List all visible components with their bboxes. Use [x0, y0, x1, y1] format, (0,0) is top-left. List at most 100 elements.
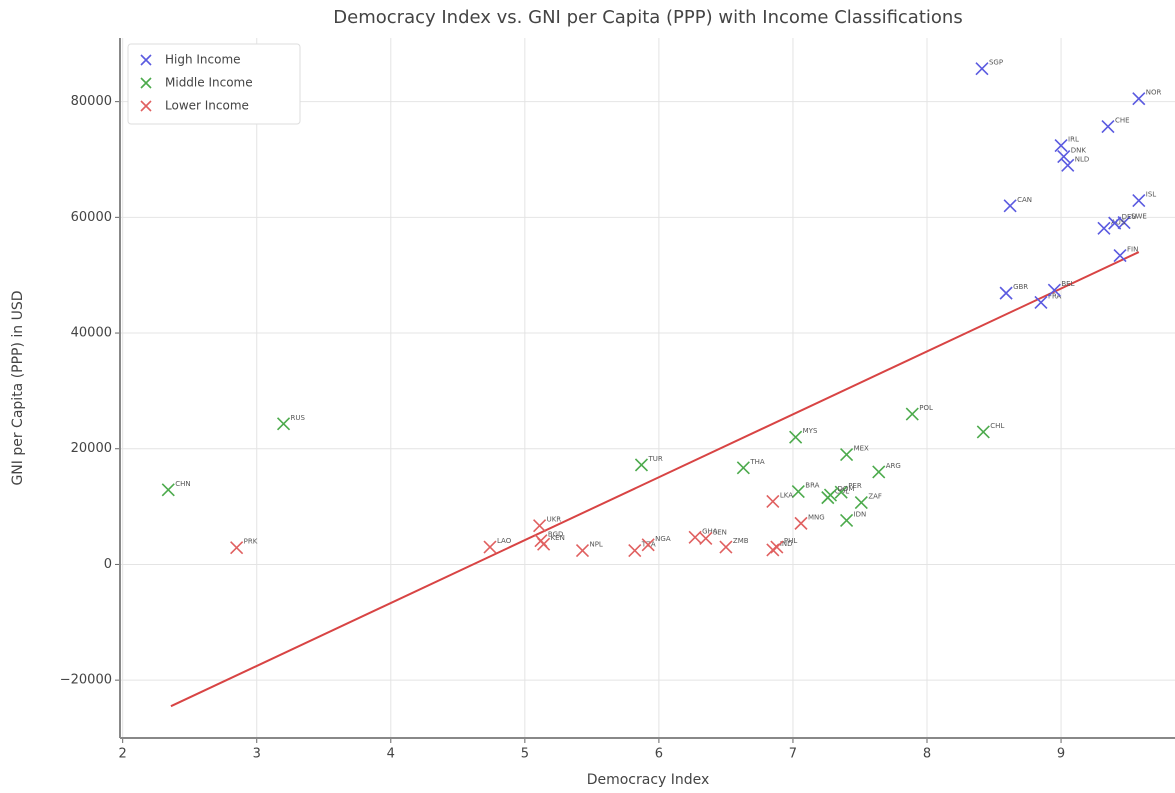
point: [161, 483, 175, 497]
point-label: DEU: [1122, 213, 1137, 221]
point: [628, 543, 642, 558]
point-label: LKA: [780, 491, 793, 499]
point: [791, 484, 805, 499]
point-label: PER: [848, 482, 862, 490]
legend-marker: [140, 54, 152, 66]
point: [1132, 92, 1146, 106]
point-label: NOR: [1146, 89, 1162, 97]
point-label: LAO: [497, 537, 512, 545]
x-tick-label: 6: [655, 747, 663, 762]
point-label: UKR: [547, 516, 562, 524]
legend-label: High Income: [165, 53, 241, 67]
legend-label: Lower Income: [165, 99, 249, 113]
point: [976, 425, 990, 439]
point: [1101, 119, 1115, 134]
y-tick-label: 0: [104, 557, 112, 572]
point-label: RUS: [291, 414, 306, 422]
point: [641, 538, 655, 552]
point: [1132, 193, 1146, 208]
point-label: GBR: [1013, 283, 1028, 291]
point: [854, 495, 868, 510]
x-axis-label: Democracy Index: [587, 772, 710, 788]
point: [688, 530, 702, 544]
point-label: FIN: [1127, 246, 1138, 254]
point-label: BEL: [1061, 280, 1074, 288]
point: [699, 531, 713, 545]
point-label: CHN: [175, 480, 190, 488]
point-label: ZAF: [868, 493, 882, 501]
point-label: MEX: [854, 445, 869, 453]
point-label: IRL: [1068, 136, 1079, 144]
point-label: NGA: [655, 535, 671, 543]
point: [1057, 150, 1071, 164]
point-label: BGD: [548, 531, 564, 539]
point-label: DOM: [837, 485, 854, 493]
point: [766, 494, 780, 508]
point: [1108, 216, 1122, 230]
point-label: SEN: [713, 528, 727, 536]
point-label: ARG: [886, 462, 901, 470]
x-tick-label: 7: [789, 747, 797, 762]
point-label: PRK: [244, 538, 258, 546]
point-label: POL: [919, 404, 933, 412]
point-label: GHA: [702, 527, 718, 535]
chart-title: Democracy Index vs. GNI per Capita (PPP)…: [333, 7, 962, 28]
x-tick-label: 5: [521, 747, 529, 762]
point: [483, 540, 497, 554]
point: [1061, 158, 1075, 172]
y-tick-label: 20000: [71, 441, 112, 456]
x-tick-label: 3: [253, 747, 261, 762]
point: [840, 513, 854, 528]
legend-marker: [140, 77, 152, 89]
point: [834, 485, 848, 499]
point-label: SGP: [989, 59, 1003, 67]
point: [840, 447, 854, 462]
point: [1003, 199, 1017, 213]
point-label: THA: [749, 458, 765, 466]
y-tick-label: −20000: [60, 673, 112, 688]
point: [823, 488, 838, 502]
x-tick-label: 4: [387, 747, 395, 762]
point: [230, 541, 244, 555]
point-label: MYS: [803, 427, 818, 435]
x-tick-label: 9: [1057, 747, 1065, 762]
point: [1113, 248, 1127, 263]
point: [789, 430, 803, 444]
x-tick-label: 8: [923, 747, 931, 762]
point-label: MNG: [808, 513, 825, 521]
point: [533, 519, 547, 533]
legend-label: Middle Income: [165, 76, 253, 90]
point: [736, 461, 750, 475]
point: [1097, 221, 1111, 235]
point: [634, 458, 649, 472]
y-tick-label: 60000: [71, 210, 112, 225]
point-label: PHL: [784, 537, 797, 545]
y-tick-label: 80000: [71, 94, 112, 109]
point: [537, 537, 551, 551]
point-label: CHE: [1115, 117, 1130, 125]
point: [1054, 139, 1068, 153]
point-label: ZMB: [733, 537, 749, 545]
x-tick-label: 2: [119, 747, 127, 762]
point: [905, 407, 919, 421]
legend-box: [127, 43, 301, 125]
trend-line: [170, 251, 1140, 708]
point: [575, 543, 590, 558]
point-label: IDN: [854, 510, 867, 518]
point: [975, 62, 989, 76]
point-label: TUR: [647, 455, 662, 463]
point-label: DNK: [1071, 147, 1087, 155]
point: [1047, 283, 1061, 297]
point: [276, 417, 291, 431]
point: [999, 286, 1013, 300]
point-label: IND: [780, 540, 793, 548]
point-label: NPL: [589, 541, 602, 549]
point-label: BRA: [805, 482, 819, 490]
point-label: KEN: [551, 534, 565, 542]
point-label: NLD: [1075, 155, 1090, 163]
point-label: SWE: [1131, 213, 1147, 221]
point: [1034, 295, 1048, 309]
legend: High Income Middle Income Lower Income: [127, 43, 301, 125]
point-label: CAN: [1017, 196, 1032, 204]
